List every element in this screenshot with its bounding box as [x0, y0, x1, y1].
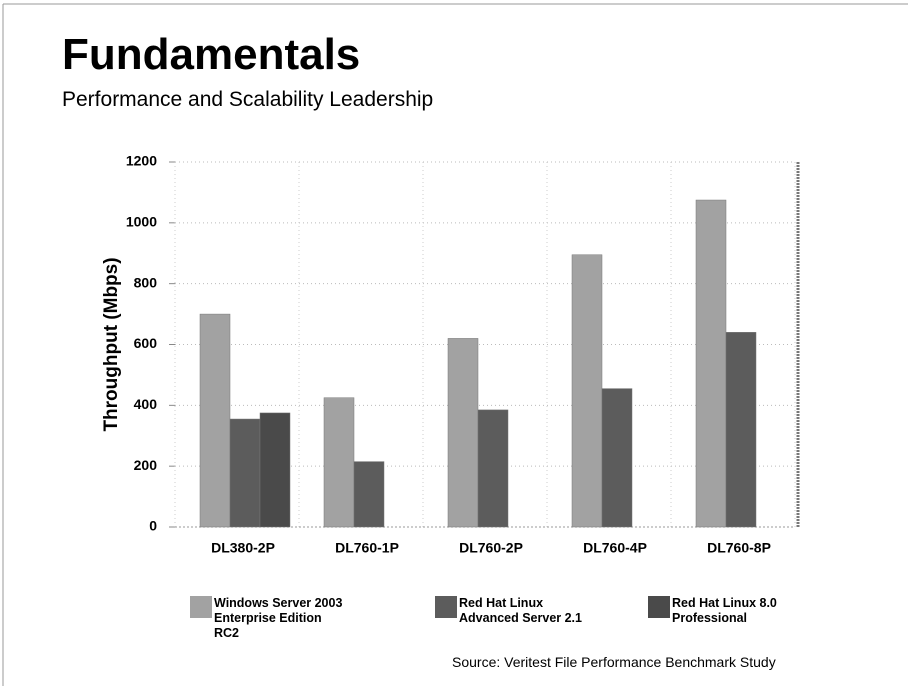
bar — [323, 397, 355, 528]
x-tick-label: DL760-1P — [335, 540, 399, 556]
legend-swatch — [435, 596, 457, 618]
bar — [259, 412, 291, 528]
legend-label: Red Hat Linux 8.0 Professional — [672, 596, 777, 625]
chart-subtitle: Performance and Scalability Leadership — [62, 88, 434, 111]
y-tick-label: 200 — [134, 457, 158, 473]
y-tick-label: 800 — [134, 274, 158, 290]
y-axis-label: Throughput (Mbps) — [101, 257, 122, 431]
chart-title: Fundamentals — [62, 30, 361, 79]
y-tick-label: 0 — [149, 518, 157, 534]
x-tick-label: DL760-2P — [459, 540, 523, 556]
legend-label: Windows Server 2003 Enterprise Edition R… — [214, 596, 343, 640]
bar — [725, 332, 757, 528]
legend-swatch — [190, 596, 212, 618]
legend-item: Windows Server 2003 Enterprise Edition R… — [190, 596, 349, 641]
bar — [199, 313, 231, 528]
legend-item: Red Hat Linux Advanced Server 2.1 — [435, 596, 594, 626]
bar — [229, 418, 261, 528]
x-tick-label: DL760-4P — [583, 540, 647, 556]
y-tick-label: 1000 — [126, 214, 157, 230]
bar — [353, 461, 385, 528]
legend-swatch — [648, 596, 670, 618]
x-tick-label: DL760-8P — [707, 540, 771, 556]
bar — [477, 409, 509, 528]
legend-item: Red Hat Linux 8.0 Professional — [648, 596, 807, 626]
bar — [695, 199, 727, 528]
y-tick-label: 600 — [134, 335, 158, 351]
y-tick-label: 400 — [134, 396, 158, 412]
y-tick-label: 1200 — [126, 153, 157, 169]
legend-label: Red Hat Linux Advanced Server 2.1 — [459, 596, 582, 625]
bar — [447, 338, 479, 528]
bar — [601, 388, 633, 528]
x-tick-label: DL380-2P — [211, 540, 275, 556]
bar — [571, 254, 603, 528]
annotation: Source: Veritest File Performance Benchm… — [452, 654, 776, 670]
